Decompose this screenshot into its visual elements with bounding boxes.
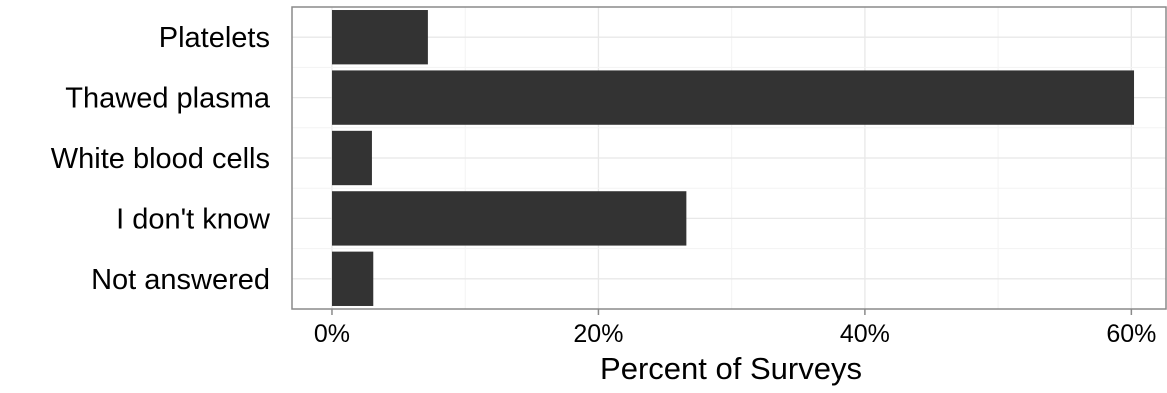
x-axis-ticks: 0% 20% 40% 60% <box>314 309 1156 348</box>
category-label: Thawed plasma <box>65 83 271 115</box>
category-label: White blood cells <box>51 143 270 175</box>
x-tick-label: 60% <box>1106 320 1156 348</box>
bar <box>331 191 687 246</box>
x-tick-label: 0% <box>314 320 350 348</box>
category-label: Platelets <box>159 22 270 54</box>
bar <box>331 10 428 65</box>
category-label: I don't know <box>116 203 271 235</box>
bar <box>331 251 374 306</box>
x-tick-label: 40% <box>840 320 890 348</box>
plot-panel-border <box>291 6 1167 310</box>
bar <box>331 130 372 186</box>
category-labels: Platelets Thawed plasma White blood cells I… <box>51 22 271 296</box>
x-tick-label: 20% <box>573 320 623 348</box>
bars <box>331 10 1135 306</box>
bar <box>331 70 1135 125</box>
x-axis-title: Percent of Surveys <box>600 351 862 386</box>
category-label: Not answered <box>91 264 270 296</box>
